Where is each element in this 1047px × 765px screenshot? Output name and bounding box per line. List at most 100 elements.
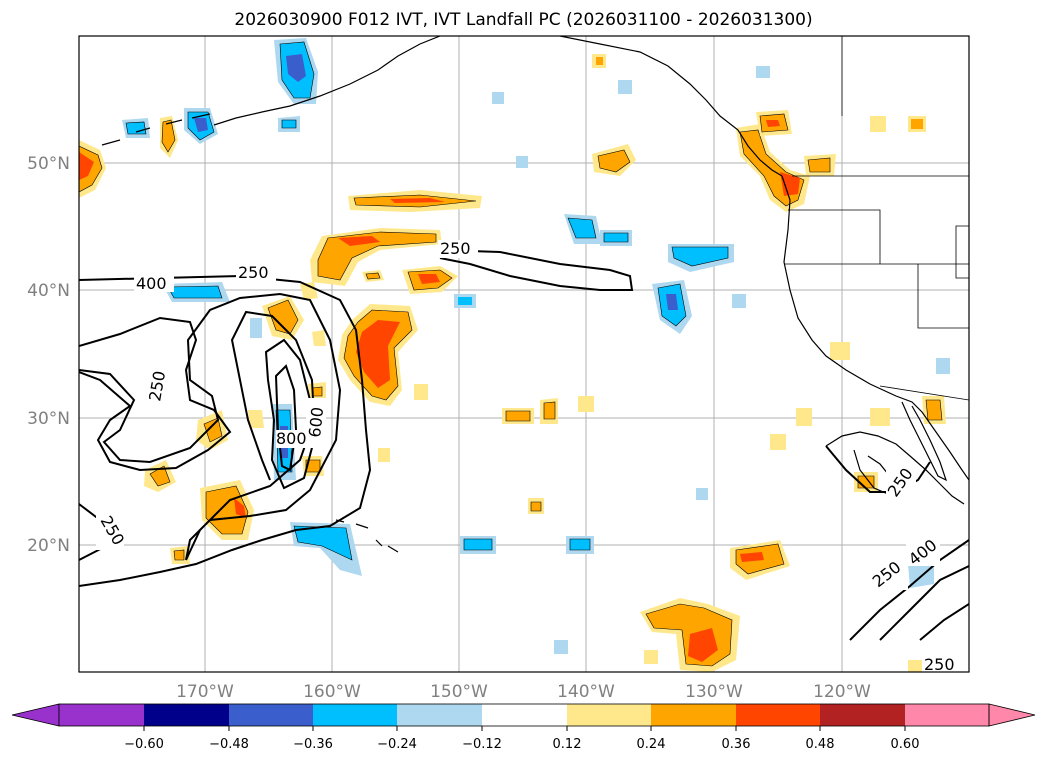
contour-label: 800 xyxy=(276,429,307,448)
alaska-coast xyxy=(213,36,441,126)
colorbar-segment xyxy=(736,704,820,726)
contour-250-mid xyxy=(79,292,342,561)
lat-label-20n: 20°N xyxy=(27,536,70,556)
cool-patch xyxy=(756,66,770,78)
colorbar-extend-high xyxy=(988,703,1036,727)
warm-patch xyxy=(312,330,326,346)
warm-patch xyxy=(234,498,246,518)
contour-400-southeast xyxy=(879,565,969,641)
cool-patch xyxy=(671,246,729,267)
colorbar-tick-label: −0.48 xyxy=(209,737,249,752)
colorbar-segment xyxy=(651,704,736,726)
state-border-1 xyxy=(788,209,881,264)
contour-label: 250 xyxy=(238,263,269,282)
warm-patch xyxy=(770,434,786,450)
map-area: 250 250 400 250 800 600 250 250 400 250 … xyxy=(79,36,969,674)
colorbar-tick-label: 0.36 xyxy=(722,737,751,752)
cool-patch xyxy=(463,538,493,551)
colorbar-segment xyxy=(229,704,314,726)
warm-patch xyxy=(807,157,831,173)
cool-patch xyxy=(666,294,678,310)
warm-patch xyxy=(267,299,299,335)
state-border-3 xyxy=(917,264,969,329)
contour-250-southeast xyxy=(849,539,969,641)
warm-patch xyxy=(161,119,176,153)
warm-patch xyxy=(356,320,400,388)
cool-patch xyxy=(567,217,597,239)
cool-patch xyxy=(696,488,708,500)
colorbar-segment xyxy=(144,704,229,726)
warm-patch xyxy=(79,152,94,180)
cool-patch xyxy=(569,538,591,551)
warm-patch xyxy=(203,417,223,443)
warm-patch xyxy=(870,408,890,426)
contour-labels: 250 250 400 250 800 600 250 250 400 250 … xyxy=(96,239,962,674)
warm-patch xyxy=(248,410,264,428)
longitude-axis: 170°W 160°W 150°W 140°W 130°W 120°W xyxy=(176,682,871,702)
warm-patch xyxy=(596,57,603,65)
warm-patch xyxy=(740,552,764,562)
lat-label-40n: 40°N xyxy=(27,281,70,301)
latitude-axis: 50°N 40°N 30°N 20°N xyxy=(27,154,70,556)
warm-patch xyxy=(578,396,594,412)
colorbar-extend-low xyxy=(11,703,60,727)
contour-600 xyxy=(264,338,316,490)
colorbar-tick-label: 0.24 xyxy=(637,737,666,752)
contour-label: 250 xyxy=(440,239,471,258)
lon-label-140w: 140°W xyxy=(557,682,615,702)
warm-patch xyxy=(414,384,428,400)
cool-patch xyxy=(167,285,223,299)
colorbar-tick-label: 0.12 xyxy=(553,737,582,752)
warm-patch xyxy=(173,549,185,561)
warm-patch xyxy=(688,628,718,662)
cool-patch xyxy=(281,119,297,129)
cool-patch xyxy=(293,525,353,561)
map-title: 2026030900 F012 IVT, IVT Landfall PC (20… xyxy=(234,10,813,30)
colorbar-segment xyxy=(397,704,482,726)
ivt-contours xyxy=(79,249,969,641)
cool-patch xyxy=(492,92,504,104)
contour-label: 400 xyxy=(136,274,167,293)
lon-label-160w: 160°W xyxy=(303,682,361,702)
lon-label-170w: 170°W xyxy=(176,682,234,702)
positive-anomaly-patches xyxy=(79,54,946,672)
cool-patch xyxy=(125,121,147,135)
cool-patch xyxy=(732,294,746,308)
lat-label-50n: 50°N xyxy=(27,154,70,174)
cool-patch xyxy=(194,118,208,132)
colorbar-segment xyxy=(313,704,397,726)
warm-patch xyxy=(644,650,658,664)
cool-patch xyxy=(516,156,528,168)
lon-label-120w: 120°W xyxy=(813,682,871,702)
cool-patch xyxy=(554,640,568,654)
contour-label: 600 xyxy=(305,406,327,438)
colorbar-segment xyxy=(567,704,651,726)
warm-patch xyxy=(766,120,780,127)
map-frame xyxy=(78,35,970,673)
lat-label-30n: 30°N xyxy=(27,409,70,429)
contour-label: 250 xyxy=(924,655,955,674)
warm-patch xyxy=(378,448,390,462)
warm-patch xyxy=(300,282,318,300)
colorbar-segment xyxy=(59,704,144,726)
colorbar-tick-label: −0.24 xyxy=(377,737,417,752)
lon-label-150w: 150°W xyxy=(430,682,488,702)
cool-patch xyxy=(603,232,629,243)
aleutian-islands xyxy=(101,113,211,146)
lon-label-130w: 130°W xyxy=(685,682,743,702)
state-border-4 xyxy=(879,385,969,401)
negative-anomaly-patches xyxy=(122,38,950,654)
cool-patch xyxy=(286,54,306,82)
baja-peninsula xyxy=(901,401,948,482)
warm-patch xyxy=(796,408,812,426)
colorbar-segment xyxy=(482,704,567,726)
warm-patch xyxy=(925,399,943,421)
warm-patch xyxy=(338,236,380,246)
cool-patch xyxy=(618,80,632,94)
warm-patch xyxy=(830,342,850,360)
warm-patch xyxy=(597,149,631,173)
colorbar-tick-label: −0.60 xyxy=(124,737,164,752)
cool-patch xyxy=(936,358,950,374)
warm-patch xyxy=(505,410,531,422)
